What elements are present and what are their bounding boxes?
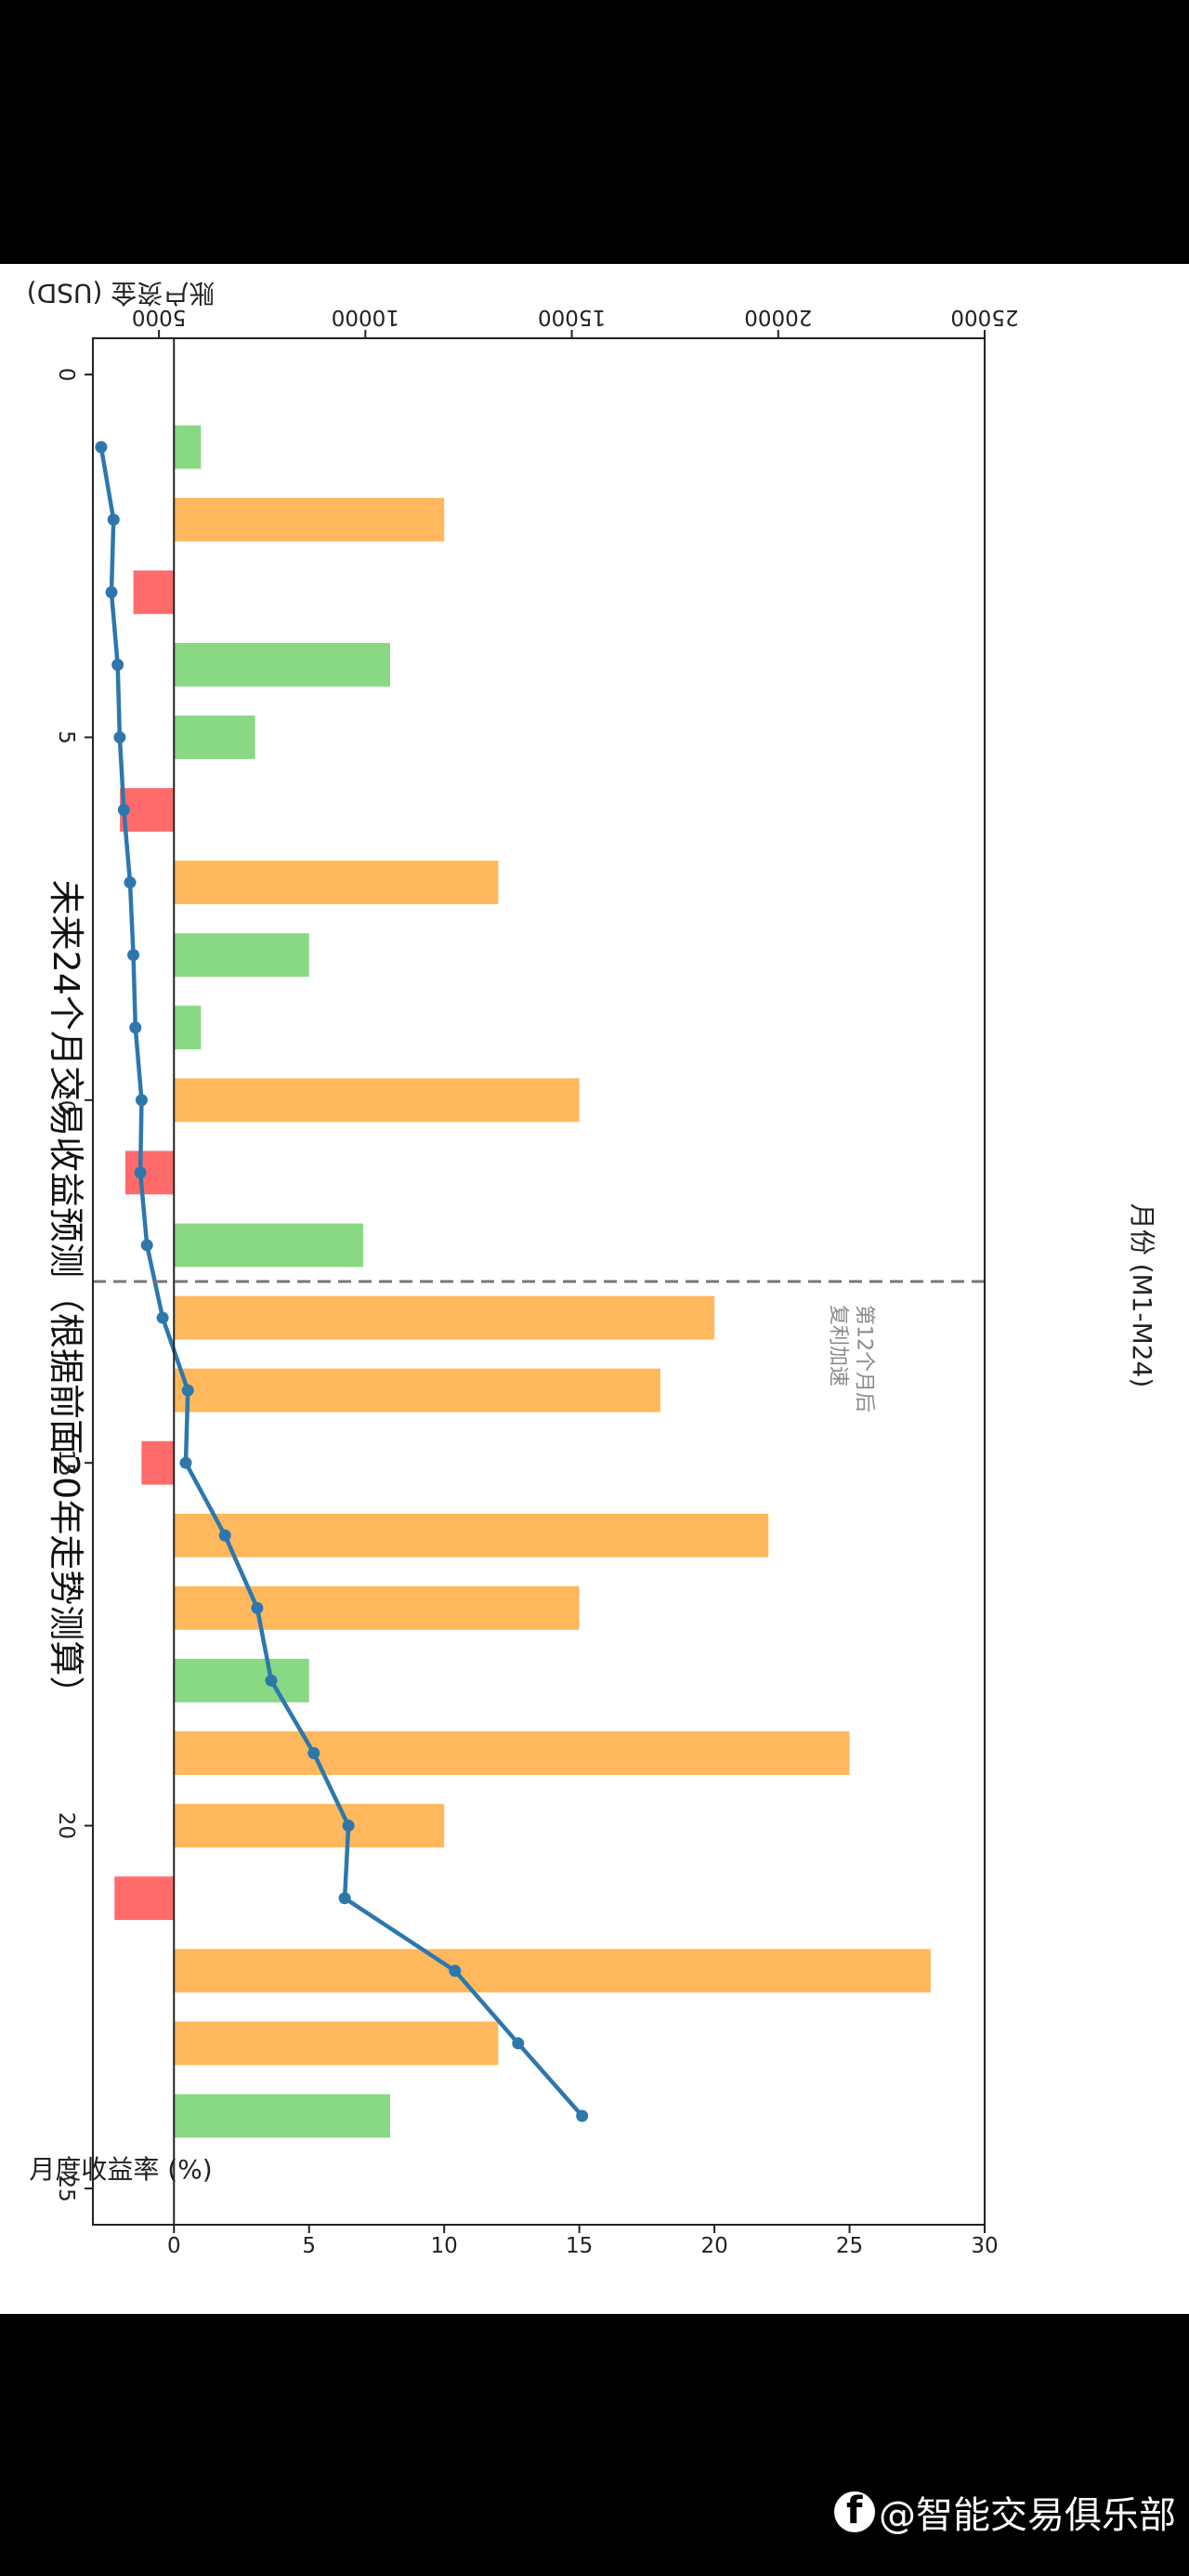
bar-month-1 <box>174 425 202 469</box>
bar-month-23 <box>174 2021 499 2066</box>
bar-month-11 <box>124 1150 175 1195</box>
balance-point-5 <box>113 730 126 743</box>
x-tick-label: 5 <box>54 730 78 744</box>
y-left-tick-label: 10 <box>431 2234 458 2258</box>
bar-month-24 <box>174 2094 390 2138</box>
bar-month-14 <box>174 1368 660 1413</box>
x-axis-label: 月份 (M1-M24) <box>1127 1203 1157 1388</box>
bar-month-21 <box>114 1876 175 1921</box>
balance-point-8 <box>127 949 140 962</box>
y-right-tick-label: 10000 <box>332 305 399 329</box>
bar-month-3 <box>133 570 175 614</box>
bar-month-4 <box>174 642 390 687</box>
x-tick-label: 10 <box>54 1086 78 1113</box>
balance-point-23 <box>512 2037 525 2050</box>
ticks-group: 0 5 10 15 20 25 0 5 10 15 20 25 30 5000 10000 15000 2000… <box>54 305 1019 2258</box>
y-axis-right-label: 账户资金 (USD) <box>27 278 216 309</box>
bar-month-9 <box>174 1005 202 1050</box>
balance-point-14 <box>181 1384 194 1397</box>
y-right-tick-label: 25000 <box>950 305 1018 329</box>
bar-month-20 <box>174 1804 445 1847</box>
balance-point-10 <box>135 1094 148 1107</box>
x-tick-label: 25 <box>54 2175 78 2201</box>
balance-point-21 <box>338 1892 351 1905</box>
watermark-text: @智能交易俱乐部 <box>879 2494 1176 2537</box>
balance-point-9 <box>129 1021 142 1034</box>
bar-month-10 <box>174 1078 580 1123</box>
y-left-tick-label: 20 <box>700 2234 727 2258</box>
y-left-tick-label: 0 <box>167 2234 181 2258</box>
x-tick-label: 20 <box>54 1812 78 1839</box>
y-left-tick-label: 25 <box>836 2234 863 2258</box>
plot-frame <box>92 337 986 2226</box>
balance-point-7 <box>124 876 137 889</box>
axes-group <box>92 337 986 2226</box>
y-right-tick-label: 5000 <box>132 305 187 329</box>
bar-month-8 <box>174 933 309 978</box>
balance-point-11 <box>134 1166 147 1179</box>
balance-point-3 <box>105 585 118 598</box>
y-axis-left-label: 月度收益率 (%) <box>29 2154 212 2185</box>
chart-title: 未来24个月交易收益预测（根据前面20年走势测算） <box>46 880 86 1712</box>
y-left-tick-label: 15 <box>566 2234 593 2258</box>
annotation-line-1: 第12个月后 <box>852 1305 875 1413</box>
balance-point-19 <box>307 1747 320 1759</box>
balance-point-12 <box>140 1239 153 1252</box>
bar-month-22 <box>174 1949 931 1993</box>
bar-month-18 <box>174 1659 309 1702</box>
x-tick-label: 0 <box>54 368 78 382</box>
bar-month-13 <box>174 1295 715 1340</box>
y-left-tick-label: 5 <box>302 2234 316 2258</box>
balance-point-1 <box>95 440 108 453</box>
balance-point-2 <box>107 513 120 526</box>
balance-point-22 <box>449 1965 462 1978</box>
balance-point-15 <box>179 1456 192 1469</box>
y-right-tick-label: 20000 <box>744 305 812 329</box>
balance-point-4 <box>111 658 124 671</box>
bar-month-15 <box>141 1440 175 1485</box>
bar-month-12 <box>174 1223 363 1268</box>
chart-page: 未来24个月交易收益预测（根据前面20年走势测算） 0 5 10 15 20 25 0 5 10… <box>0 264 1189 2314</box>
balance-point-20 <box>342 1820 355 1833</box>
bars-group <box>114 425 931 2138</box>
chart-svg: 未来24个月交易收益预测（根据前面20年走势测算） 0 5 10 15 20 25 0 5 10… <box>27 278 1157 2258</box>
annotation-line-2: 复利加速 <box>826 1305 849 1387</box>
balance-point-18 <box>265 1674 278 1687</box>
bar-month-19 <box>174 1731 850 1775</box>
balance-point-6 <box>117 804 130 816</box>
y-right-tick-label: 15000 <box>538 305 606 329</box>
watermark: f @智能交易俱乐部 <box>834 2479 1176 2544</box>
x-tick-label: 15 <box>54 1450 78 1477</box>
balance-point-17 <box>251 1601 264 1614</box>
balance-point-24 <box>576 2109 589 2123</box>
bar-month-7 <box>174 861 499 905</box>
bar-month-17 <box>174 1585 580 1630</box>
y-left-tick-label: 30 <box>971 2234 998 2258</box>
balance-point-13 <box>156 1311 169 1324</box>
bar-month-16 <box>174 1513 769 1557</box>
bar-month-6 <box>120 788 175 832</box>
bar-month-2 <box>174 497 445 542</box>
bar-month-5 <box>174 716 255 759</box>
facebook-icon: f <box>834 2490 875 2532</box>
balance-point-16 <box>218 1529 231 1542</box>
